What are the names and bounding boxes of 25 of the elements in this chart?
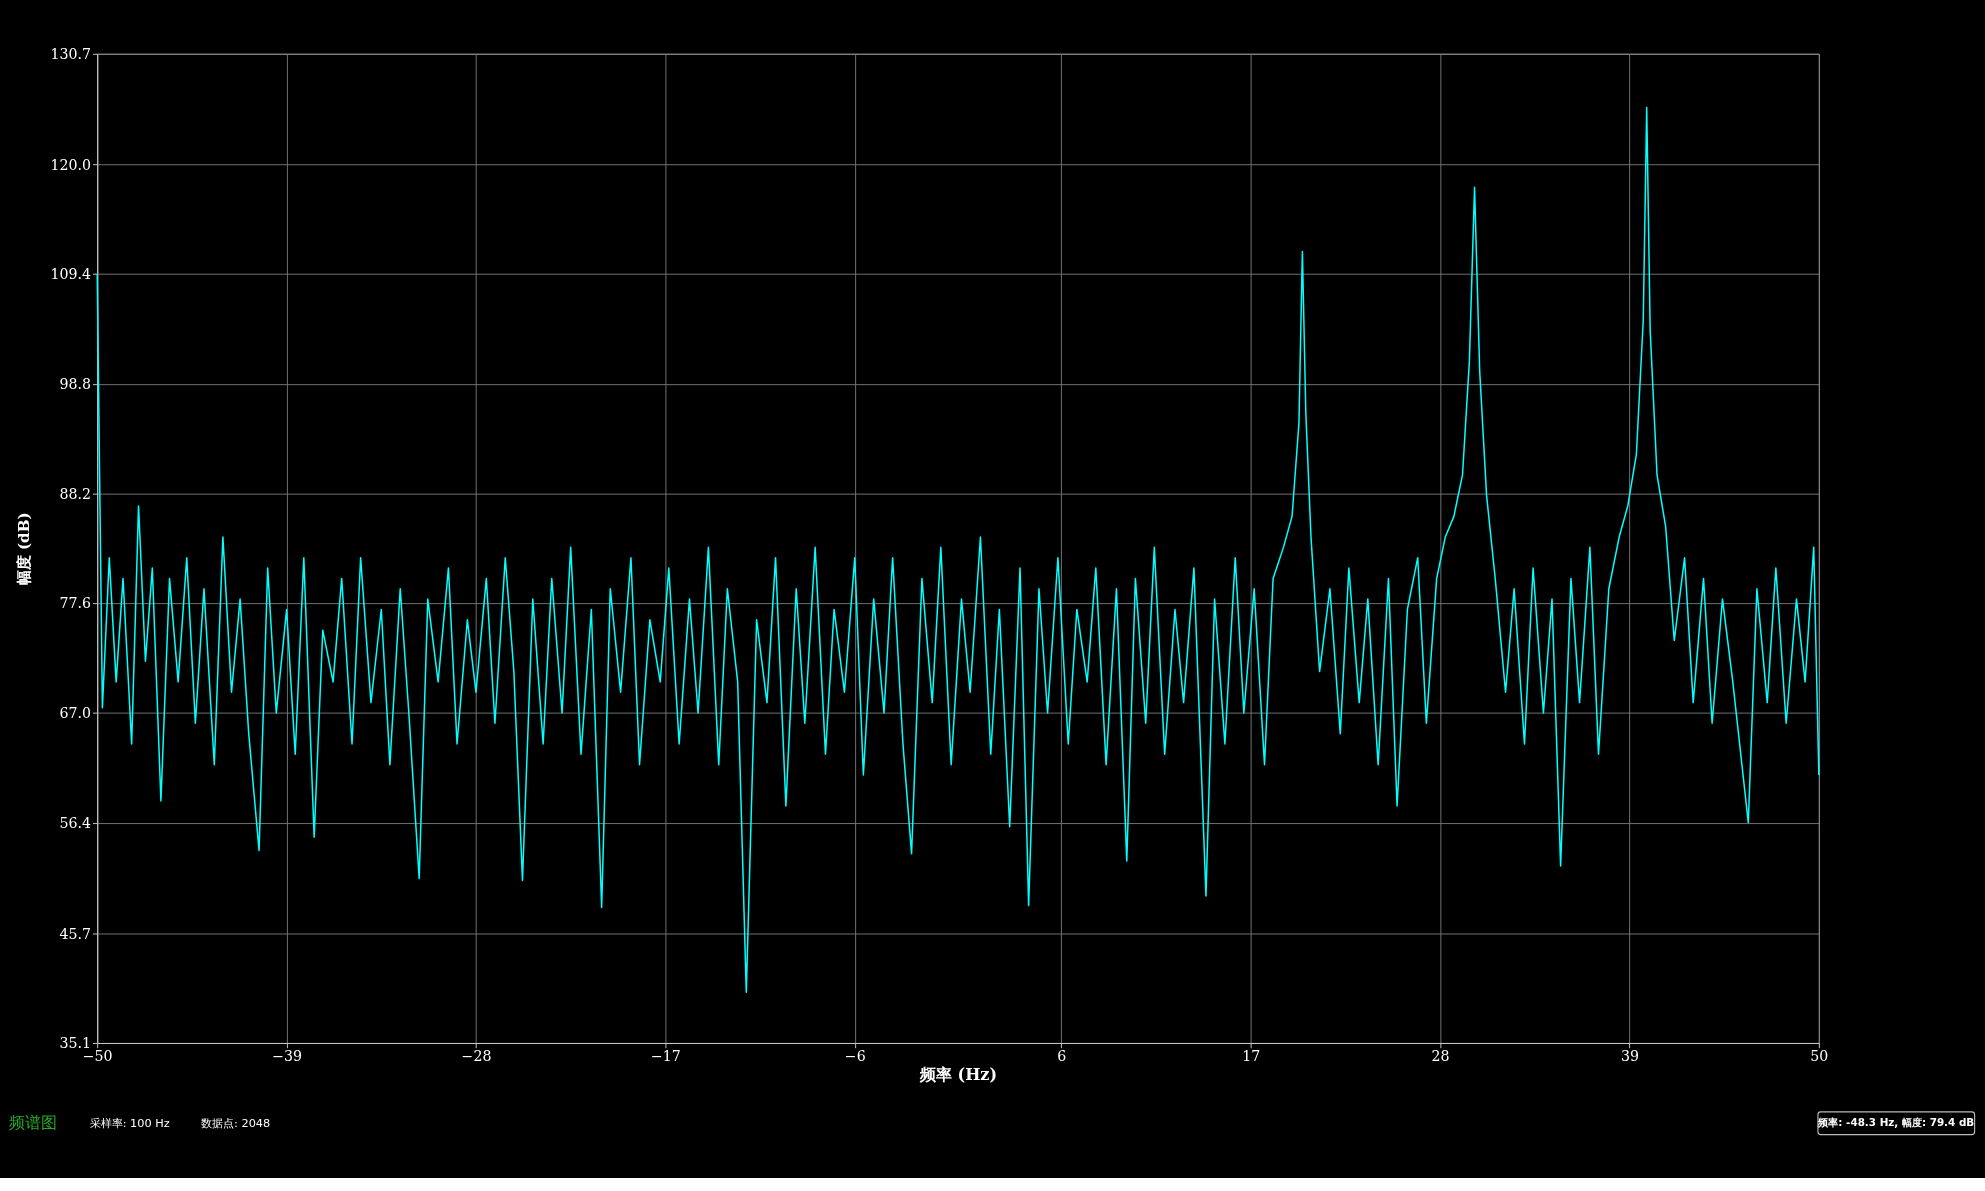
y-tick-label: 45.7 [59, 925, 92, 942]
x-tick-label: 28 [1431, 1048, 1450, 1065]
y-tick-label: 67.0 [59, 705, 92, 722]
y-tick-label: 130.7 [50, 46, 92, 63]
text: 数据点: 2048 [201, 1116, 271, 1131]
x-tick-label: 50 [1810, 1048, 1829, 1065]
x-axis-title: 频率 (Hz) [919, 1065, 998, 1085]
x-tick-label: 6 [1057, 1048, 1067, 1065]
y-tick-label: 120.0 [50, 156, 92, 173]
text: 频率: -48.3 Hz, 幅度: 79.4 dB [1817, 1116, 1975, 1129]
x-tick-label: 17 [1242, 1048, 1261, 1065]
y-tick-label: 77.6 [59, 595, 92, 612]
text: 采样率: 100 Hz [89, 1116, 170, 1131]
text: 频谱图 [9, 1112, 58, 1132]
y-tick-label: 98.8 [59, 376, 92, 393]
y-tick-label: 109.4 [50, 266, 92, 283]
x-tick-label: 39 [1620, 1048, 1639, 1065]
x-tick-label: −39 [272, 1048, 302, 1065]
x-tick-label: −28 [461, 1048, 492, 1065]
line-series [96, 106, 1820, 994]
x-tick-label: −6 [844, 1048, 866, 1065]
y-tick-label: 88.2 [59, 485, 92, 502]
x-tick-label: −17 [650, 1048, 681, 1065]
y-tick-label: 56.4 [59, 814, 92, 831]
y-axis-title: 幅度 (dB) [14, 512, 33, 586]
